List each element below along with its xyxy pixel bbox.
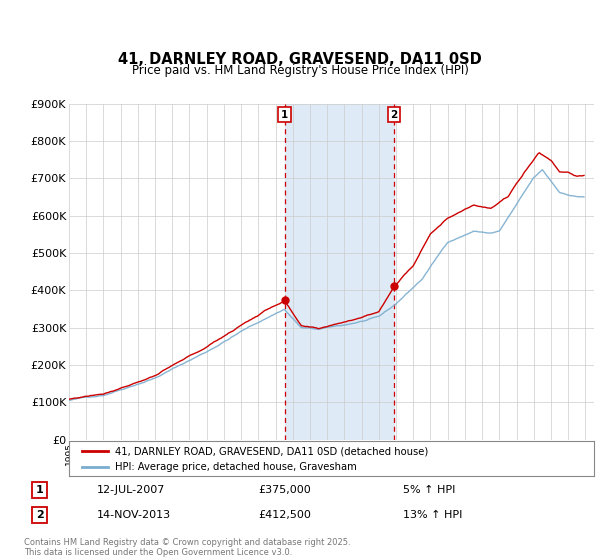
Text: 41, DARNLEY ROAD, GRAVESEND, DA11 0SD: 41, DARNLEY ROAD, GRAVESEND, DA11 0SD <box>118 52 482 67</box>
Text: HPI: Average price, detached house, Gravesham: HPI: Average price, detached house, Grav… <box>115 463 357 472</box>
Text: 13% ↑ HPI: 13% ↑ HPI <box>403 510 463 520</box>
Text: 1: 1 <box>281 110 289 120</box>
Text: £412,500: £412,500 <box>259 510 311 520</box>
Text: Contains HM Land Registry data © Crown copyright and database right 2025.
This d: Contains HM Land Registry data © Crown c… <box>24 538 350 557</box>
Text: £375,000: £375,000 <box>259 485 311 495</box>
Text: 14-NOV-2013: 14-NOV-2013 <box>97 510 170 520</box>
Text: 2: 2 <box>36 510 43 520</box>
Bar <box>284 104 394 440</box>
Text: 41, DARNLEY ROAD, GRAVESEND, DA11 0SD (detached house): 41, DARNLEY ROAD, GRAVESEND, DA11 0SD (d… <box>115 446 428 456</box>
Text: 1: 1 <box>36 485 43 495</box>
Text: 5% ↑ HPI: 5% ↑ HPI <box>403 485 456 495</box>
Text: 12-JUL-2007: 12-JUL-2007 <box>97 485 165 495</box>
Text: Price paid vs. HM Land Registry's House Price Index (HPI): Price paid vs. HM Land Registry's House … <box>131 64 469 77</box>
Text: 2: 2 <box>390 110 397 120</box>
